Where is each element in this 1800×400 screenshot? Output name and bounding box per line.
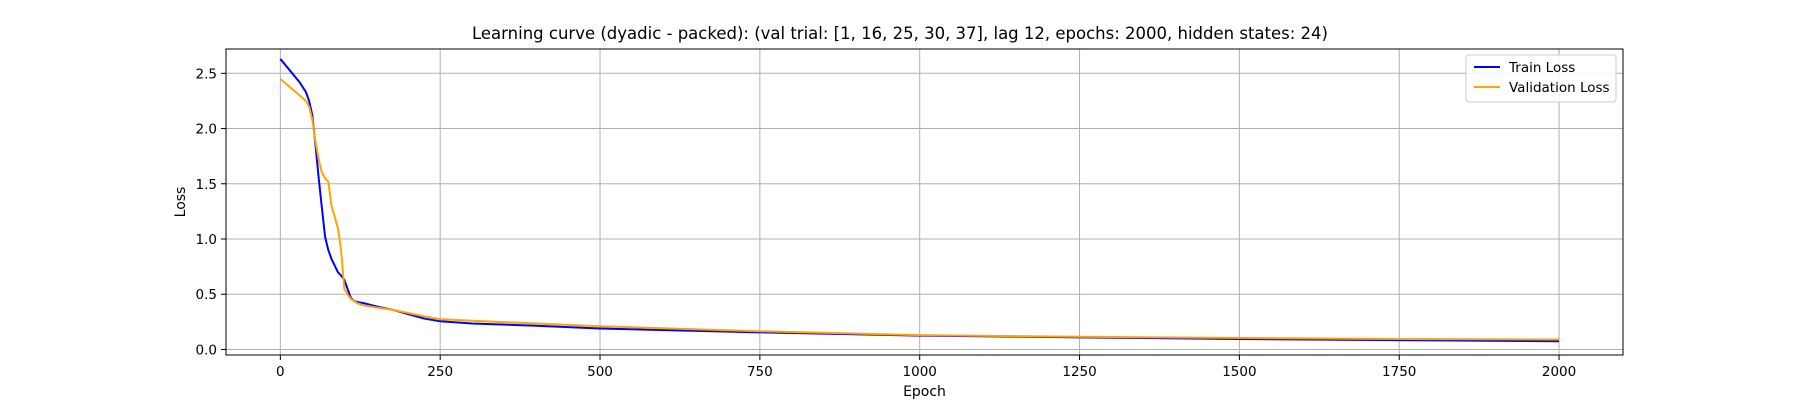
legend: Train Loss Validation Loss	[1465, 54, 1617, 103]
y-tick-label: 2.5	[196, 66, 217, 82]
chart-title: Learning curve (dyadic - packed): (val t…	[472, 24, 1328, 43]
y-tick-label: 1.0	[196, 232, 217, 248]
x-tick-label: 500	[587, 364, 613, 380]
x-axis-label: Epoch	[903, 384, 946, 400]
series-line-validation-loss	[279, 78, 1560, 341]
legend-label-train-loss: Train Loss	[1508, 60, 1575, 76]
legend-label-validation-loss: Validation Loss	[1509, 80, 1610, 96]
y-axis-label: Loss	[173, 187, 189, 218]
grid	[226, 49, 1623, 355]
x-tick-label: 1250	[1062, 364, 1096, 380]
y-tick-label: 1.5	[196, 177, 217, 193]
plot-frame	[225, 48, 1624, 356]
y-tick-label: 0.5	[196, 287, 217, 303]
x-tick-label: 0	[276, 364, 285, 380]
legend-box	[1465, 54, 1617, 103]
series-lines	[279, 58, 1560, 343]
x-tick-label: 250	[427, 364, 453, 380]
x-tick-label: 2000	[1542, 364, 1576, 380]
x-tick-label: 1000	[903, 364, 937, 380]
x-ticks: 0 250 500 750 1000 1250 1500 1750 2000	[276, 355, 1576, 380]
x-tick-label: 1500	[1222, 364, 1256, 380]
y-tick-label: 2.0	[196, 122, 217, 138]
series-line-train-loss	[279, 58, 1560, 343]
y-tick-label: 0.0	[196, 342, 217, 358]
y-ticks: 0.0 0.5 1.0 1.5 2.0 2.5	[196, 66, 226, 358]
x-tick-label: 750	[747, 364, 773, 380]
x-tick-label: 1750	[1382, 364, 1416, 380]
